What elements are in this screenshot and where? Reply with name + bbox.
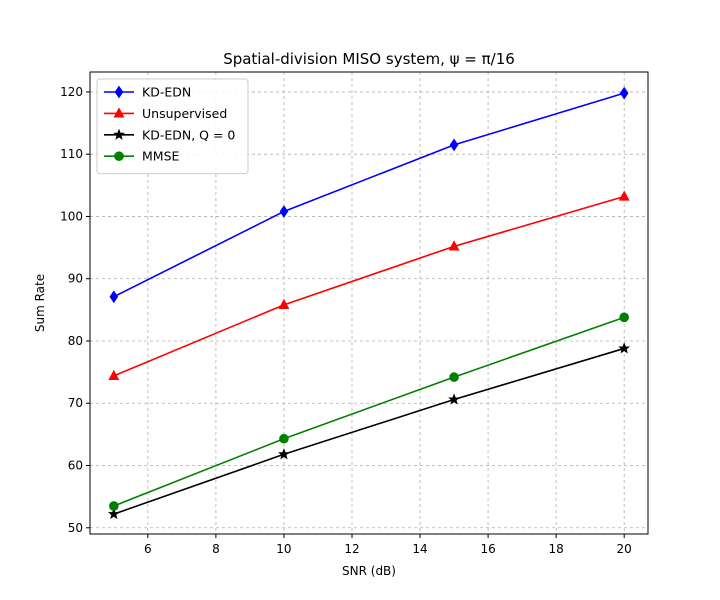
data-point — [279, 205, 289, 218]
legend-label: KD-EDN, Q = 0 — [142, 127, 235, 142]
data-point — [448, 240, 460, 251]
ticks: 6 8 10 12 14 16 18 20 50 60 70 80 90 100 110 120 — [60, 85, 632, 556]
series-line — [113, 195, 625, 377]
data-point — [449, 372, 459, 382]
data-point — [279, 433, 289, 444]
series-line — [113, 347, 625, 515]
y-tick-label: 80 — [68, 334, 83, 348]
x-tick-label: 18 — [548, 542, 563, 556]
x-tick-label: 6 — [144, 542, 152, 556]
data-point — [278, 448, 290, 460]
data-point — [109, 290, 119, 304]
y-tick-label: 90 — [68, 272, 83, 286]
data-point — [107, 507, 120, 520]
series-kd-edn — [109, 86, 629, 304]
y-tick-label: 110 — [60, 147, 83, 161]
chart-title: Spatial-division MISO system, ψ = π/16 — [223, 50, 515, 68]
x-tick-label: 20 — [617, 542, 632, 556]
y-tick-label: 70 — [68, 396, 83, 410]
legend-item: KD-EDN — [104, 85, 191, 100]
legend-box — [96, 78, 249, 175]
y-tick-label: 50 — [68, 521, 83, 535]
series-mmse — [109, 312, 629, 511]
data-point — [618, 190, 630, 201]
x-tick-label: 8 — [212, 542, 220, 556]
data-point — [619, 86, 629, 100]
x-tick-label: 14 — [412, 542, 427, 556]
data-point — [618, 342, 631, 354]
legend-marker — [113, 128, 125, 140]
series-line — [113, 92, 625, 298]
data-point — [449, 138, 459, 152]
data-point — [619, 312, 629, 323]
legend-label: Unsupervised — [142, 106, 227, 121]
series-line — [113, 316, 625, 507]
legend-marker — [114, 151, 124, 161]
x-axis-label: SNR (dB) — [342, 564, 396, 578]
legend: KD-EDN Unsupervised KD-EDN, Q = 0 MMSE — [96, 78, 249, 175]
data-point — [108, 369, 120, 380]
plot-frame — [89, 71, 649, 535]
data-point — [109, 501, 119, 511]
legend-item: MMSE — [104, 149, 180, 164]
x-tick-label: 12 — [344, 542, 359, 556]
x-tick-label: 10 — [276, 542, 291, 556]
y-tick-label: 60 — [68, 459, 83, 473]
legend-marker — [114, 85, 124, 99]
data-point — [278, 298, 290, 309]
legend-item: Unsupervised — [104, 106, 227, 121]
y-axis-label: Sum Rate — [33, 274, 47, 332]
y-tick-label: 100 — [60, 209, 83, 223]
series-kd-edn-q-0 — [107, 342, 631, 520]
legend-label: KD-EDN — [142, 85, 191, 100]
series-layer — [107, 86, 631, 520]
x-tick-label: 16 — [480, 542, 495, 556]
legend-marker — [113, 107, 125, 118]
legend-item: KD-EDN, Q = 0 — [104, 127, 235, 142]
data-point — [448, 393, 460, 405]
legend-label: MMSE — [142, 149, 180, 164]
series-unsupervised — [108, 190, 630, 380]
y-tick-label: 120 — [60, 85, 83, 99]
